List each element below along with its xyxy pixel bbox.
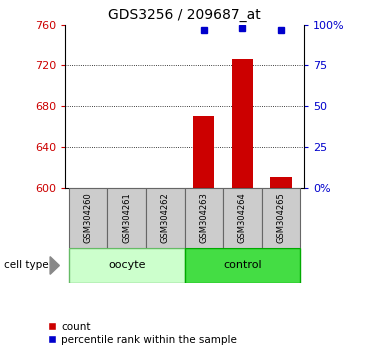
Text: control: control: [223, 261, 262, 270]
Polygon shape: [50, 257, 59, 274]
Bar: [185, 188, 223, 248]
Bar: [262, 188, 301, 248]
Bar: [223, 188, 262, 248]
Text: GSM304265: GSM304265: [276, 192, 286, 243]
Bar: [69, 188, 107, 248]
Bar: [185, 248, 301, 283]
Bar: [69, 248, 185, 283]
Text: GSM304260: GSM304260: [83, 192, 93, 243]
Bar: [193, 116, 214, 188]
Bar: [232, 59, 253, 188]
Bar: [107, 188, 146, 248]
Bar: [270, 177, 292, 188]
Text: GSM304261: GSM304261: [122, 192, 131, 243]
Text: GSM304264: GSM304264: [238, 192, 247, 243]
Text: oocyte: oocyte: [108, 261, 145, 270]
Title: GDS3256 / 209687_at: GDS3256 / 209687_at: [108, 8, 261, 22]
Text: cell type: cell type: [4, 261, 48, 270]
Legend: count, percentile rank within the sample: count, percentile rank within the sample: [42, 317, 241, 349]
Bar: [146, 188, 185, 248]
Text: GSM304263: GSM304263: [199, 192, 209, 243]
Text: GSM304262: GSM304262: [161, 192, 170, 243]
